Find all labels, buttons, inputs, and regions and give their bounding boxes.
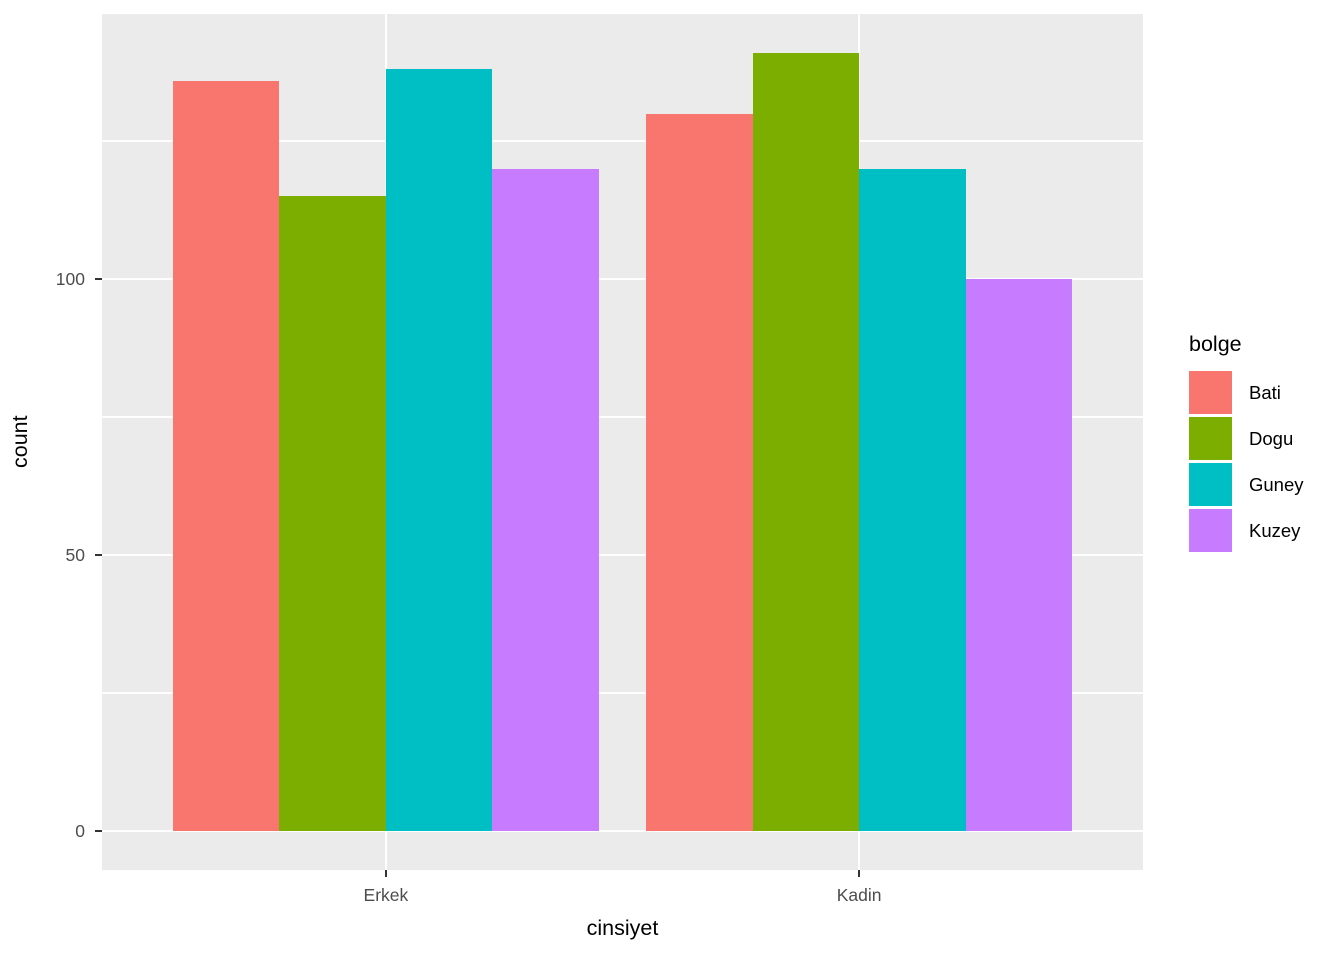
x-tick-label-kadin: Kadin <box>836 885 882 905</box>
plot-panel <box>102 14 1143 870</box>
gridline-minor-y-75 <box>102 416 1143 418</box>
y-tick-label-50: 50 <box>65 545 85 566</box>
y-tick-100 <box>95 278 102 281</box>
bar-dogu-kadin <box>752 52 860 832</box>
bar-bati-erkek <box>172 80 280 832</box>
bar-guney-erkek <box>385 69 493 832</box>
x-tick-erkek <box>384 870 387 877</box>
legend-label-bati: Bati <box>1249 381 1281 403</box>
gridline-minor-y-125 <box>102 140 1143 142</box>
bar-guney-kadin <box>859 168 966 832</box>
y-tick-label-100: 100 <box>55 269 85 290</box>
x-tick-label-erkek: Erkek <box>363 885 409 905</box>
gridline-major-y-100 <box>102 277 1143 281</box>
x-axis-title: cinsiyet <box>586 916 659 940</box>
legend-key-guney <box>1189 463 1232 506</box>
legend-key-dogu <box>1189 417 1232 460</box>
legend-item-kuzey: Kuzey <box>1189 509 1339 552</box>
legend-title: bolge <box>1189 332 1242 356</box>
bar-bati-kadin <box>646 113 753 832</box>
gridline-minor-y-25 <box>102 692 1143 694</box>
legend-label-dogu: Dogu <box>1249 427 1294 449</box>
gridline-major-y-0 <box>102 829 1143 833</box>
legend-label-guney: Guney <box>1249 473 1304 495</box>
bar-kuzey-kadin <box>965 279 1072 832</box>
bar-dogu-erkek <box>279 196 386 832</box>
legend-key-kuzey <box>1189 509 1232 552</box>
y-tick-label-0: 0 <box>75 821 85 842</box>
y-tick-0 <box>95 830 102 833</box>
legend-item-bati: Bati <box>1189 371 1339 414</box>
bar-kuzey-erkek <box>492 168 599 832</box>
legend-item-dogu: Dogu <box>1189 417 1339 460</box>
x-tick-kadin <box>858 870 861 877</box>
legend-item-guney: Guney <box>1189 463 1339 506</box>
y-tick-50 <box>95 554 102 557</box>
legend-label-kuzey: Kuzey <box>1249 519 1301 541</box>
legend-key-bati <box>1189 371 1232 414</box>
gridline-major-y-50 <box>102 553 1143 557</box>
y-axis-title: count <box>8 415 32 469</box>
legend-items: Bati Dogu Guney Kuzey <box>1189 371 1339 552</box>
legend: bolge Bati Dogu Guney Kuzey <box>1189 331 1339 555</box>
